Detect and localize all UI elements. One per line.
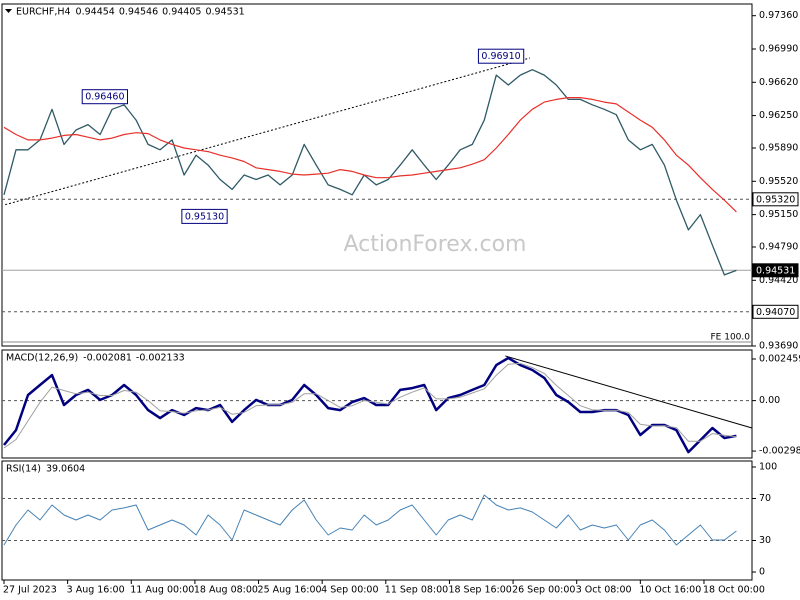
level-label: 0.94531 [756, 265, 795, 276]
y-tick-label: 70 [759, 493, 771, 504]
y-tick-label: 0.96990 [759, 44, 798, 55]
annotation-box [181, 208, 228, 224]
x-tick-label: 3 Aug 16:00 [67, 585, 125, 596]
annotation-box [81, 89, 129, 105]
y-tick-label: 0.96250 [759, 110, 798, 121]
fe-label: FE 100.0 [711, 333, 751, 343]
panel-title: MACD(12,26,9) [6, 353, 78, 364]
macd-panel-frame [1, 349, 753, 459]
header-value: 0.94531 [205, 7, 244, 18]
annotation-label: 0.95130 [185, 211, 224, 222]
x-tick-label: 26 Sep 00:00 [512, 585, 575, 596]
y-tick-label: 0 [759, 567, 765, 578]
y-tick-label: 0.97360 [759, 10, 798, 21]
annotation-label: 0.96460 [85, 92, 124, 103]
y-tick-label: 0.94790 [759, 242, 798, 253]
y-tick-label: 0.94420 [759, 275, 798, 286]
level-label-box [752, 304, 799, 319]
x-tick-label: 11 Aug 00:00 [130, 585, 194, 596]
y-tick-label: 0.93690 [759, 341, 798, 352]
annotation-label: 0.96910 [481, 51, 520, 62]
y-tick-label: 0.95890 [759, 143, 798, 154]
y-tick-label: 100 [759, 461, 777, 472]
x-tick-label: 3 Oct 08:00 [576, 585, 632, 596]
level-label-box [752, 263, 799, 278]
trendline [505, 355, 753, 429]
y-tick-label: -0.00298 [759, 446, 800, 457]
panel-title: RSI(14) [6, 464, 41, 475]
x-tick-label: 18 Sep 16:00 [448, 585, 511, 596]
x-tick-label: 11 Sep 08:00 [385, 585, 448, 596]
header-value: 0.94454 [76, 7, 115, 18]
rsi-panel-frame [1, 460, 753, 581]
header-value: 0.94405 [162, 7, 201, 18]
header-value: 0.94546 [119, 7, 158, 18]
header-value: -0.002133 [136, 353, 185, 364]
level-label: 0.95320 [756, 194, 795, 205]
level-label: 0.94070 [756, 307, 795, 318]
y-tick-label: 0.002459 [759, 353, 800, 364]
x-tick-label: 10 Oct 16:00 [639, 585, 701, 596]
watermark: ActionForex.com [344, 232, 527, 257]
x-tick-label: 18 Oct 00:00 [703, 585, 765, 596]
x-tick-label: 18 Aug 08:00 [194, 585, 258, 596]
series-line [3, 362, 737, 449]
series-line [3, 97, 737, 213]
level-label-box [752, 192, 799, 207]
trendline [5, 57, 531, 206]
panel-title: EURCHF,H4 [16, 7, 71, 18]
y-tick-label: 0.95520 [759, 176, 798, 187]
x-tick-label: 27 Jul 2023 [3, 585, 57, 596]
y-tick-label: 0.95150 [759, 209, 798, 220]
x-tick-label: 25 Aug 16:00 [258, 585, 322, 596]
series-line [3, 494, 737, 546]
annotation-box [477, 48, 525, 64]
price-panel-frame [1, 3, 753, 347]
menu-arrow[interactable] [5, 9, 12, 13]
header-value: -0.002081 [83, 353, 132, 364]
y-tick-label: 30 [759, 535, 771, 546]
y-tick-label: 0.00 [759, 395, 780, 406]
x-tick-label: 4 Sep 00:00 [321, 585, 378, 596]
y-tick-label: 0.96620 [759, 77, 798, 88]
series-line [3, 69, 737, 276]
header-value: 39.0604 [46, 464, 85, 475]
